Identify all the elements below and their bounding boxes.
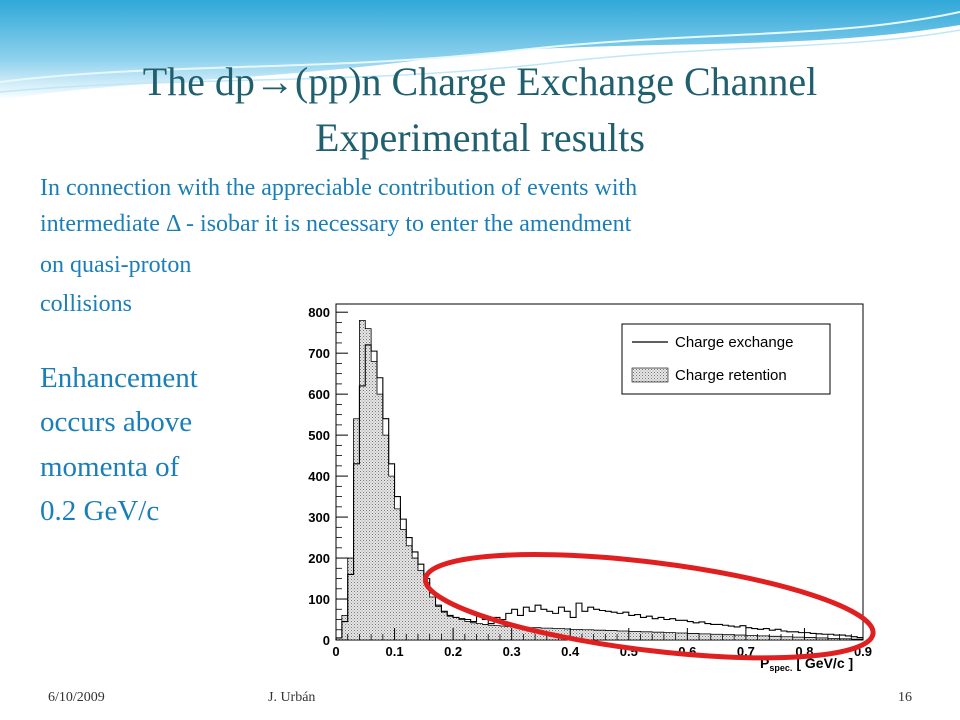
footer-author: J. Urbán [268,690,316,705]
svg-text:Pspec.[ GeV/c ]: Pspec. [ GeV/c ] [760,655,853,673]
side-text-line-2: occurs above [40,406,193,438]
y-tick-label: 500 [308,428,330,443]
y-tick-label: 300 [308,510,330,525]
legend-label-charge-exchange: Charge exchange [675,334,793,351]
x-tick-label: 0.4 [561,644,580,659]
x-axis-label-sub: spec. [769,663,792,673]
x-tick-label: 0 [332,644,339,659]
x-tick-labels: 0 0.1 0.2 0.3 0.4 0.5 0.6 0.7 0.8 0.9 [332,644,872,659]
series-charge-exchange-line [335,344,864,640]
footer-page-number: 16 [898,690,912,705]
axis-ticks [335,311,864,641]
x-axis-label: Pspec. [ GeV/c ] [760,655,853,673]
side-text-line-1: Enhancement [40,362,198,394]
x-axis-label-main: P [760,655,769,671]
body-text-line-2: intermediate Δ - isobar it is necessary … [40,211,632,237]
legend-label-charge-retention: Charge retention [675,367,787,384]
side-text-line-3: momenta of [40,451,180,483]
slide-subtitle: Experimental results [315,115,645,160]
y-tick-label: 700 [308,346,330,361]
x-tick-label: 0.3 [503,644,521,659]
legend: Charge exchange Charge retention [621,323,831,395]
header-banner [0,0,960,100]
body-text-line-1: In connection with the appreciable contr… [40,175,638,201]
highlight-ellipse [422,552,876,661]
body-text-line-4: collisions [40,291,133,317]
y-tick-label: 100 [308,592,330,607]
legend-swatch-charge-retention [631,367,669,383]
y-tick-label: 400 [308,469,330,484]
y-tick-labels: 0 100 200 300 400 500 600 700 800 [308,305,330,648]
footer-date: 6/10/2009 [48,690,105,705]
x-tick-label: 0.2 [444,644,462,659]
histogram-chart: 0 100 200 300 400 500 600 700 800 0 0.1 0.2 0.3 0.4 0… [270,270,930,680]
slide-title: The dp→(pp)n Charge Exchange Channel [142,59,818,104]
y-tick-label: 0 [323,633,330,648]
x-axis-label-unit: [ GeV/c ] [796,655,853,671]
body-text-line-3: on quasi-proton [40,252,192,278]
y-tick-label: 600 [308,387,330,402]
y-tick-label: 800 [308,305,330,320]
x-tick-label: 0.1 [386,644,404,659]
y-tick-label: 200 [308,551,330,566]
side-text-line-4: 0.2 GeV/c [40,495,160,527]
